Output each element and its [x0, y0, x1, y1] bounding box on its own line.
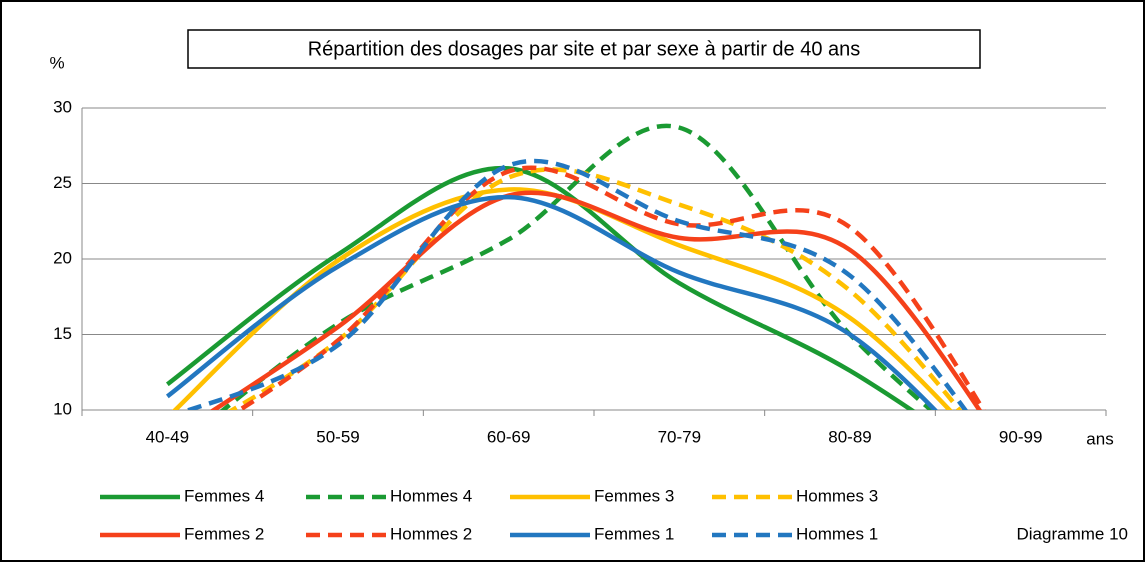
x-tick-label: 80-89 — [828, 427, 871, 446]
legend-label: Hommes 2 — [390, 524, 472, 543]
series-line — [165, 194, 939, 410]
y-tick-label: 25 — [53, 173, 72, 192]
legend-label: Hommes 1 — [796, 524, 878, 543]
legend-label: Femmes 3 — [594, 486, 674, 505]
y-axis-label: % — [49, 53, 64, 72]
y-tick-label: 15 — [53, 324, 72, 343]
legend-label: Hommes 3 — [796, 486, 878, 505]
legend-label: Femmes 1 — [594, 524, 674, 543]
x-tick-label: 70-79 — [658, 427, 701, 446]
x-tick-label: 60-69 — [487, 427, 530, 446]
chart-title: Répartition des dosages par site et par … — [308, 38, 861, 60]
legend-label: Femmes 4 — [184, 486, 264, 505]
legend-label: Femmes 2 — [184, 524, 264, 543]
series-line — [219, 123, 935, 410]
plot-lines — [165, 123, 986, 410]
x-axis-label: ans — [1086, 429, 1113, 448]
series-line — [181, 158, 969, 410]
x-tick-label: 40-49 — [146, 427, 189, 446]
annotation: Diagramme 10 — [1017, 524, 1129, 543]
series-line — [209, 190, 983, 410]
x-tick-label: 90-99 — [999, 427, 1042, 446]
series-line — [235, 165, 986, 410]
legend-label: Hommes 4 — [390, 486, 472, 505]
x-tick-label: 50-59 — [316, 427, 359, 446]
series-line — [165, 165, 916, 410]
y-tick-label: 30 — [53, 97, 72, 116]
title-box — [187, 29, 981, 69]
y-tick-label: 20 — [53, 248, 72, 267]
y-tick-label: 10 — [53, 399, 72, 418]
